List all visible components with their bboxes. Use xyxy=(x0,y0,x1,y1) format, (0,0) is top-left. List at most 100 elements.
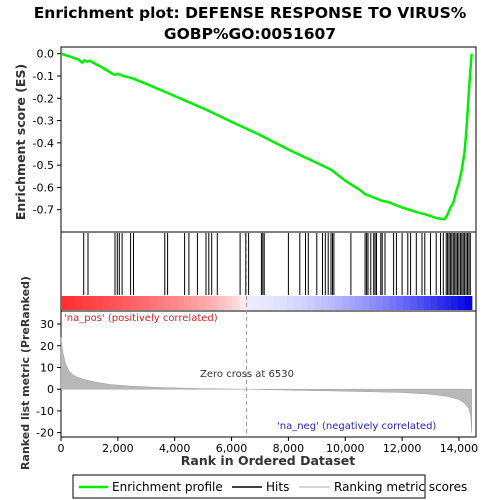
color-bar-strip xyxy=(238,296,247,310)
hits-panel xyxy=(60,231,477,312)
legend: Enrichment profile Hits Ranking metric s… xyxy=(72,474,467,499)
rank-x-tick-label: 14,000 xyxy=(440,442,479,455)
color-bar-strip xyxy=(245,296,254,310)
es-y-tick-label: -0.1 xyxy=(33,70,54,83)
color-bar-strip xyxy=(266,296,274,310)
rank-x-tick-label: 12,000 xyxy=(383,442,422,455)
rank-panel-frame xyxy=(60,310,477,438)
pos-correlated-label: 'na_pos' (positively correlated) xyxy=(64,313,218,324)
rank-x-tick-label: 6,000 xyxy=(216,442,248,455)
color-bar-strip xyxy=(423,296,432,310)
es-y-tick-label: -0.2 xyxy=(33,92,54,105)
rank-x-tick-label: 2,000 xyxy=(102,442,134,455)
es-y-axis-label: Enrichment score (ES) xyxy=(13,64,28,220)
color-bar-strip xyxy=(218,296,226,310)
enrichment-profile-line xyxy=(60,52,473,221)
color-bar-strip xyxy=(115,296,124,310)
rank-y-tick-label: -20 xyxy=(36,427,54,440)
color-bar-strip xyxy=(67,296,76,310)
rank-x-tick-label: 4,000 xyxy=(159,442,191,455)
hit-lines xyxy=(83,233,471,295)
rank-y-tick-label: 30 xyxy=(40,318,54,331)
color-bar-strip xyxy=(88,296,96,310)
color-bar-strip xyxy=(382,296,391,310)
color-bar-strip xyxy=(430,296,439,310)
legend-hits-label: Hits xyxy=(266,480,289,494)
color-bar-strip xyxy=(355,296,363,310)
rank-x-axis: 0 2,000 4,000 6,000 8,000 10,000 12,000 14,000 xyxy=(58,437,479,455)
rank-x-tick-label: 0 xyxy=(58,442,65,455)
color-bar-strip xyxy=(225,296,233,310)
color-bar-strip xyxy=(403,296,411,310)
color-bar-strip xyxy=(369,296,377,310)
color-bar-strip xyxy=(149,296,158,310)
color-bar-strip xyxy=(273,296,281,310)
color-bar-strip xyxy=(143,296,151,310)
color-bar-strip xyxy=(197,296,206,310)
color-bar-strip xyxy=(204,296,213,310)
rank-x-axis-label: Rank in Ordered Dataset xyxy=(181,453,355,468)
rank-y-tick-label: 0 xyxy=(47,383,54,396)
color-bar-strip xyxy=(61,296,69,310)
color-bar-strip xyxy=(348,296,356,310)
rank-y-axis-label: Ranked list metric (PreRanked) xyxy=(19,276,32,470)
color-bar-strip xyxy=(74,296,83,310)
color-bar-strip xyxy=(259,296,267,310)
color-bar-strip xyxy=(108,296,117,310)
color-bar-strip xyxy=(362,296,370,310)
es-panel: 0.0 -0.1 -0.2 -0.3 -0.4 -0.5 -0.6 -0.7 Enrichme… xyxy=(13,46,477,233)
color-bar-strip xyxy=(81,296,89,310)
chart-title-line-2: GOBP%GO:0051607 xyxy=(164,25,336,43)
color-bar-strip xyxy=(252,296,261,310)
color-bar-strip xyxy=(321,296,329,310)
neg-correlated-label: 'na_neg' (negatively correlated) xyxy=(277,421,436,432)
color-bar-strip xyxy=(95,296,103,310)
color-bar-strip xyxy=(396,296,404,310)
color-bar-strip xyxy=(389,296,398,310)
color-bar-strip xyxy=(170,296,178,310)
color-bar-strip xyxy=(129,296,137,310)
rank-y-tick-label: -10 xyxy=(36,405,54,418)
rank-x-tick-label: 10,000 xyxy=(326,442,365,455)
color-bar-strip xyxy=(177,296,185,310)
color-bar-strip xyxy=(163,296,172,310)
legend-metric-label: Ranking metric scores xyxy=(334,480,467,494)
color-bar-strip xyxy=(327,296,336,310)
color-bar-strip xyxy=(300,296,309,310)
rank-y-tick-label: 10 xyxy=(40,361,54,374)
color-bar-strip xyxy=(211,296,220,310)
color-bar-strip xyxy=(293,296,302,310)
zero-cross-label: Zero cross at 6530 xyxy=(200,369,294,380)
es-y-tick-label: -0.3 xyxy=(33,115,54,128)
chart-title-line-1: Enrichment plot: DEFENSE RESPONSE TO VIR… xyxy=(34,4,467,22)
rank-color-bar xyxy=(61,296,473,310)
color-bar-strip xyxy=(341,296,350,310)
color-bar-strip xyxy=(122,296,131,310)
color-bar-strip xyxy=(444,296,452,310)
rank-metric-panel: Zero cross at 6530 'na_pos' (positively … xyxy=(19,233,478,470)
color-bar-strip xyxy=(184,296,192,310)
color-bar-strip xyxy=(102,296,110,310)
color-bar-strip xyxy=(410,296,418,310)
color-bar-strip xyxy=(334,296,343,310)
color-bar-strip xyxy=(416,296,425,310)
es-y-tick-label: -0.6 xyxy=(33,181,54,194)
es-y-tick-label: -0.7 xyxy=(33,204,54,217)
rank-y-axis: 30 20 10 0 -10 -20 xyxy=(36,318,61,440)
color-bar-strip xyxy=(307,296,315,310)
color-bar-strip xyxy=(375,296,384,310)
color-bar-strip xyxy=(437,296,445,310)
rank-y-tick-label: 20 xyxy=(40,340,54,353)
color-bar-strip xyxy=(286,296,295,310)
color-bar-strip xyxy=(232,296,240,310)
color-bar-strip xyxy=(136,296,144,310)
es-y-axis: 0.0 -0.1 -0.2 -0.3 -0.4 -0.5 -0.6 -0.7 xyxy=(33,48,61,217)
color-bar-strip xyxy=(191,296,199,310)
es-y-tick-label: 0.0 xyxy=(37,48,55,61)
color-bar-strip xyxy=(314,296,322,310)
color-bar-strip xyxy=(458,296,466,310)
es-y-tick-label: -0.4 xyxy=(33,137,54,150)
es-y-tick-label: -0.5 xyxy=(33,159,54,172)
color-bar-strip xyxy=(464,296,473,310)
